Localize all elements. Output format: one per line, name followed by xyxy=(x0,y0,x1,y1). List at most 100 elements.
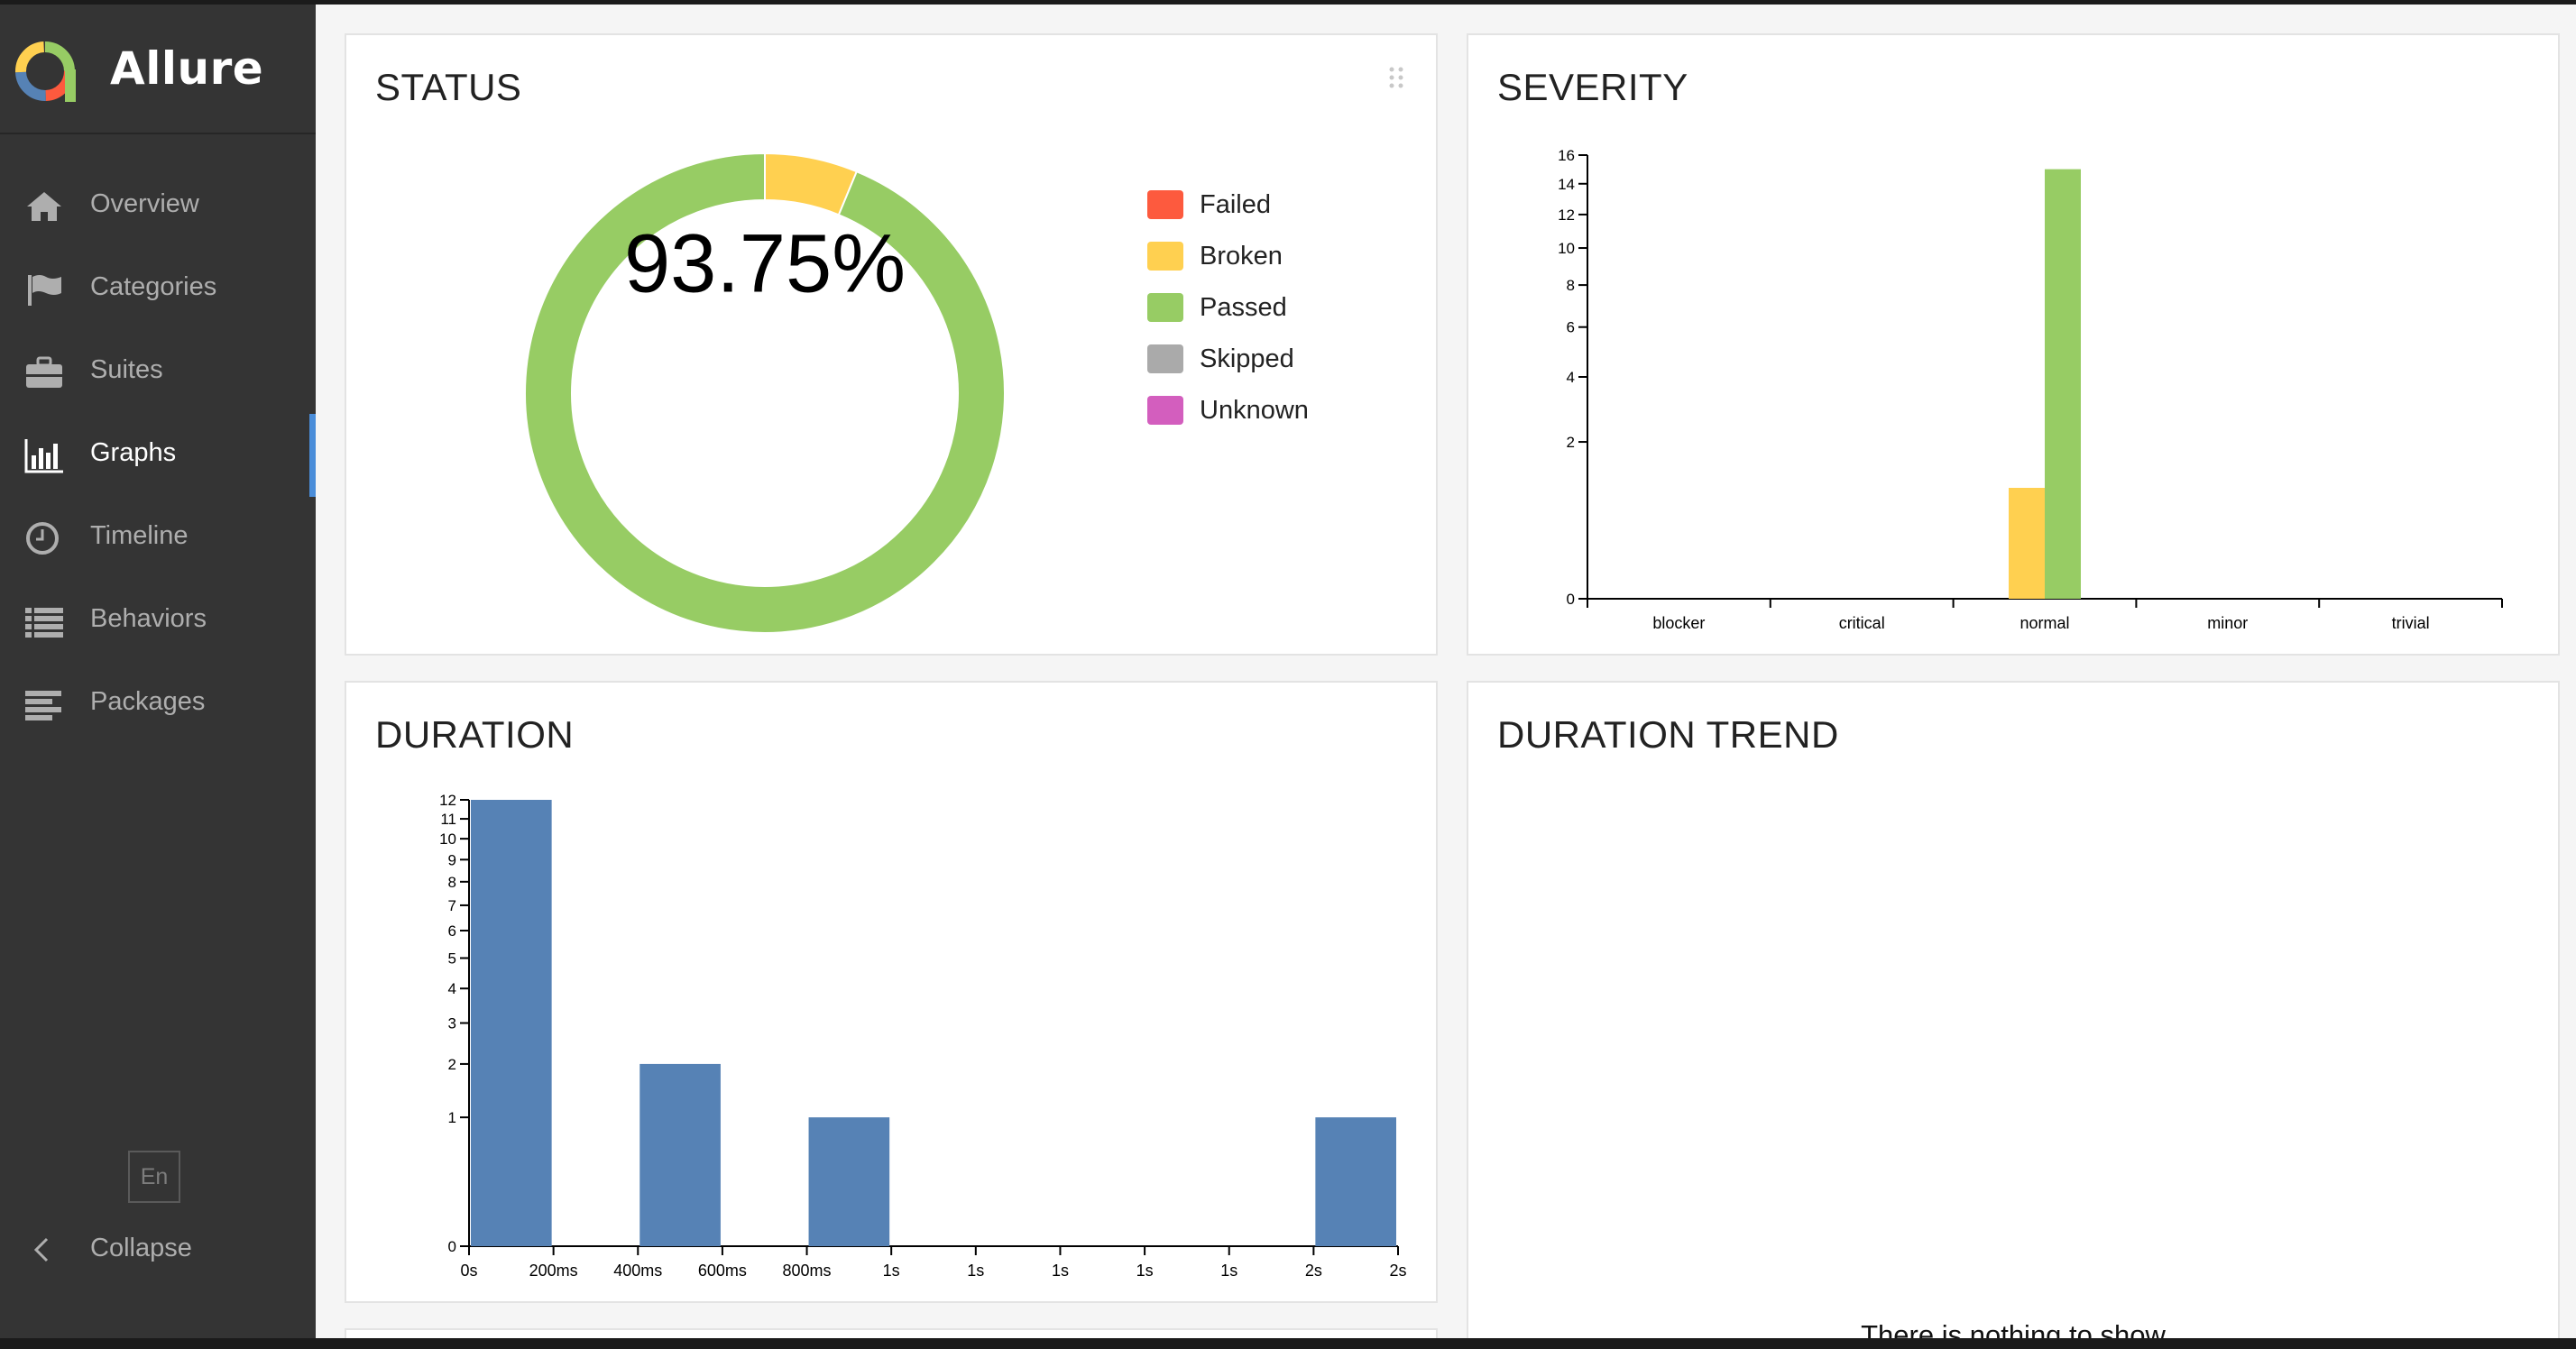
severity-x-tick-label: blocker xyxy=(1652,614,1705,632)
sidebar: Allure Overview Categories Suites Graphs xyxy=(0,5,316,1343)
widget-title: SEVERITY xyxy=(1497,66,1688,108)
duration-y-tick-label: 4 xyxy=(448,980,456,997)
duration-bar xyxy=(1315,1117,1396,1246)
sidebar-item-overview[interactable]: Overview xyxy=(0,165,316,248)
legend-swatch xyxy=(1147,242,1183,271)
duration-x-tick-label: 800ms xyxy=(783,1262,832,1280)
severity-x-tick-label: trivial xyxy=(2392,614,2430,632)
legend-swatch xyxy=(1147,344,1183,373)
duration-x-tick-label: 1s xyxy=(1220,1262,1237,1280)
sidebar-item-suites[interactable]: Suites xyxy=(0,331,316,414)
collapse-button[interactable]: Collapse xyxy=(0,1209,316,1290)
sidebar-item-label: Packages xyxy=(90,687,206,716)
allure-logo xyxy=(15,41,76,102)
app-name: Allure xyxy=(110,42,264,95)
brand[interactable]: Allure xyxy=(0,5,316,134)
duration-y-tick-label: 6 xyxy=(448,922,456,940)
duration-y-tick-label: 1 xyxy=(448,1109,456,1126)
duration-x-tick-label: 1s xyxy=(883,1262,900,1280)
status-donut-chart: 93.75% xyxy=(524,151,1006,634)
home-icon xyxy=(27,192,61,221)
duration-x-tick-label: 200ms xyxy=(529,1262,578,1280)
legend-label: Passed xyxy=(1200,293,1287,322)
chevron-left-icon xyxy=(33,1237,49,1262)
legend-label: Broken xyxy=(1200,242,1283,271)
duration-y-tick-label: 5 xyxy=(448,950,456,967)
severity-y-tick-label: 8 xyxy=(1567,277,1575,294)
sidebar-item-behaviors[interactable]: Behaviors xyxy=(0,580,316,663)
sidebar-item-packages[interactable]: Packages xyxy=(0,663,316,746)
sidebar-item-label: Categories xyxy=(90,272,217,301)
sidebar-item-graphs[interactable]: Graphs xyxy=(0,414,316,497)
severity-y-tick-label: 2 xyxy=(1567,434,1575,451)
sidebar-item-label: Overview xyxy=(90,189,199,218)
duration-y-tick-label: 10 xyxy=(439,831,456,848)
widget-title: DURATION TREND xyxy=(1497,713,1839,756)
sidebar-item-timeline[interactable]: Timeline xyxy=(0,497,316,580)
duration-y-tick-label: 2 xyxy=(448,1056,456,1073)
duration-bar xyxy=(808,1117,890,1246)
severity-y-tick-label: 16 xyxy=(1558,147,1575,164)
severity-y-tick-label: 6 xyxy=(1567,319,1575,336)
severity-y-tick-label: 14 xyxy=(1558,176,1575,193)
drag-handle-icon[interactable] xyxy=(1387,66,1405,89)
briefcase-icon xyxy=(26,356,62,388)
list-icon xyxy=(25,608,63,638)
legend-label: Skipped xyxy=(1200,344,1294,373)
legend-label: Unknown xyxy=(1200,396,1309,425)
severity-x-tick-label: minor xyxy=(2207,614,2248,632)
duration-x-tick-label: 600ms xyxy=(698,1262,747,1280)
duration-x-tick-label: 2s xyxy=(1305,1262,1322,1280)
flag-icon xyxy=(28,275,61,306)
severity-x-tick-label: normal xyxy=(2019,614,2069,632)
legend-swatch xyxy=(1147,293,1183,322)
clock-icon xyxy=(26,522,59,555)
duration-x-tick-label: 1s xyxy=(1052,1262,1069,1280)
main-content: STATUS 93.75% Failed Broken Passed xyxy=(316,5,2576,1343)
duration-x-tick-label: 0s xyxy=(460,1262,477,1280)
severity-y-tick-label: 12 xyxy=(1558,206,1575,224)
severity-bar-chart: 0 2 4 6 8 10 12 14 16 blocker critical normal minor t… xyxy=(1558,147,2503,632)
severity-y-tick-label: 10 xyxy=(1558,240,1575,257)
language-button[interactable]: En xyxy=(128,1151,180,1203)
duration-y-tick-label: 11 xyxy=(440,811,456,828)
severity-x-tick-label: critical xyxy=(1839,614,1885,632)
legend-swatch xyxy=(1147,190,1183,219)
status-slice-passed xyxy=(524,151,1006,634)
duration-trend-widget: DURATION TREND There is nothing to show xyxy=(1467,681,2560,1343)
window-bottom-edge xyxy=(0,1338,2576,1349)
duration-bar xyxy=(471,800,552,1246)
sidebar-item-label: Timeline xyxy=(90,521,189,550)
duration-y-tick-label: 9 xyxy=(448,851,456,868)
align-left-icon xyxy=(25,691,61,720)
severity-bar xyxy=(2009,488,2045,599)
severity-widget: SEVERITY 0 2 4 6 8 10 12 14 16 blocker critical nor… xyxy=(1467,33,2560,656)
duration-x-tick-label: 400ms xyxy=(613,1262,662,1280)
severity-y-tick-label: 0 xyxy=(1567,591,1575,608)
widget-title: DURATION xyxy=(375,713,575,756)
status-widget: STATUS 93.75% Failed Broken Passed xyxy=(345,33,1438,656)
legend-label: Failed xyxy=(1200,190,1271,219)
duration-bar xyxy=(639,1063,721,1246)
sidebar-item-label: Suites xyxy=(90,355,163,384)
collapse-label: Collapse xyxy=(90,1234,192,1262)
duration-x-tick-label: 2s xyxy=(1389,1262,1406,1280)
widget-title: STATUS xyxy=(375,66,522,108)
legend-swatch xyxy=(1147,396,1183,425)
duration-x-tick-label: 1s xyxy=(1136,1262,1154,1280)
duration-y-tick-label: 12 xyxy=(439,792,456,809)
sidebar-item-label: Behaviors xyxy=(90,604,207,633)
duration-y-tick-label: 7 xyxy=(448,897,456,914)
bar-chart-icon xyxy=(24,439,63,473)
duration-y-tick-label: 0 xyxy=(448,1238,456,1255)
sidebar-item-categories[interactable]: Categories xyxy=(0,248,316,331)
duration-x-tick-label: 1s xyxy=(967,1262,984,1280)
duration-y-tick-label: 3 xyxy=(448,1015,456,1032)
duration-widget: DURATION 0 1 2 3 4 5 6 7 8 9 10 11 12 0s 200ms 400ms 600… xyxy=(345,681,1438,1303)
sidebar-item-label: Graphs xyxy=(90,438,177,467)
status-legend: Failed Broken Passed Skipped Unknown xyxy=(1147,187,1382,425)
duration-y-tick-label: 8 xyxy=(448,874,456,891)
severity-y-tick-label: 4 xyxy=(1567,369,1575,386)
status-percentage: 93.75% xyxy=(624,217,906,309)
